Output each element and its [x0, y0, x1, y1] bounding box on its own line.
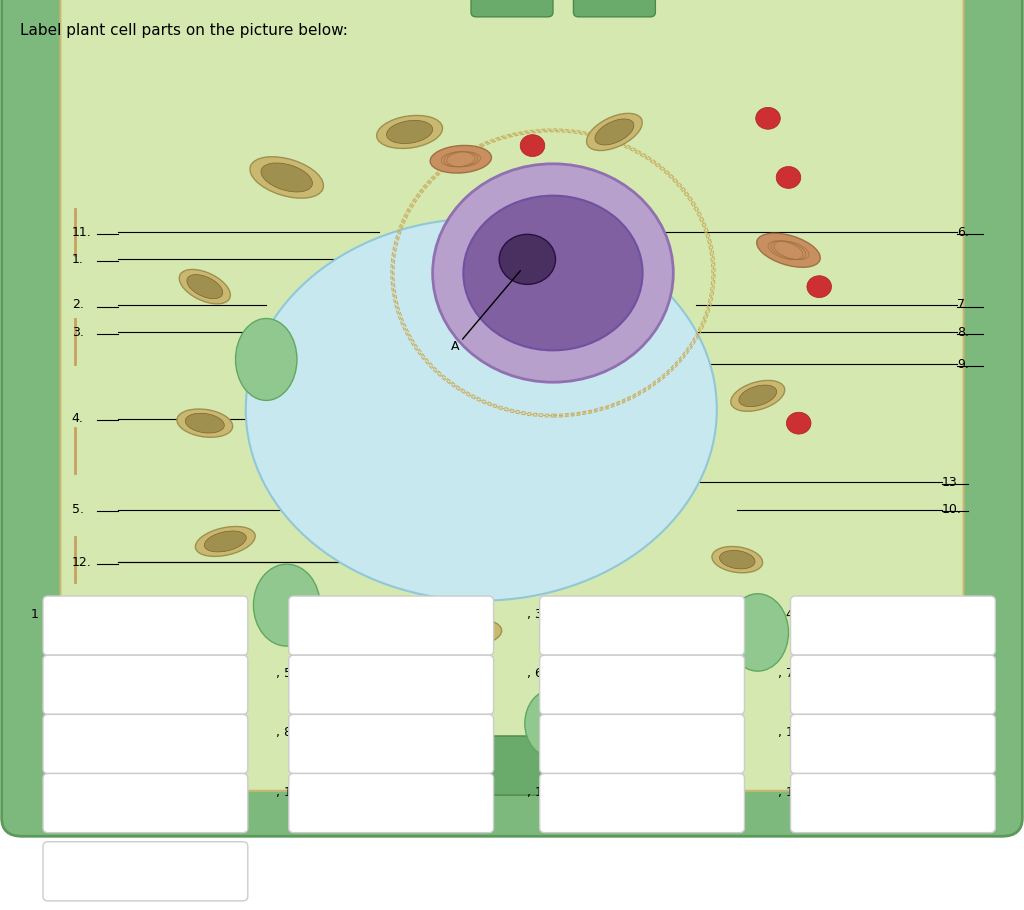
- FancyBboxPatch shape: [913, 0, 1016, 13]
- Text: 1.: 1.: [72, 253, 84, 266]
- Text: 12.: 12.: [72, 556, 91, 569]
- FancyBboxPatch shape: [289, 596, 494, 655]
- Text: , 6: , 6: [527, 667, 544, 681]
- Ellipse shape: [196, 527, 255, 556]
- FancyBboxPatch shape: [8, 0, 111, 13]
- FancyBboxPatch shape: [791, 714, 995, 774]
- Ellipse shape: [450, 622, 493, 642]
- FancyBboxPatch shape: [43, 842, 248, 901]
- FancyBboxPatch shape: [540, 596, 744, 655]
- Ellipse shape: [430, 146, 492, 173]
- FancyBboxPatch shape: [289, 714, 494, 774]
- Text: , 11: , 11: [276, 785, 300, 799]
- Ellipse shape: [205, 531, 246, 552]
- Ellipse shape: [246, 218, 717, 601]
- Ellipse shape: [739, 385, 776, 407]
- Ellipse shape: [727, 594, 788, 672]
- Ellipse shape: [712, 547, 763, 572]
- Text: 5.: 5.: [72, 503, 84, 516]
- FancyBboxPatch shape: [289, 655, 494, 714]
- Ellipse shape: [500, 235, 555, 284]
- Ellipse shape: [187, 275, 222, 298]
- FancyBboxPatch shape: [43, 774, 248, 833]
- Text: Label plant cell parts on the picture below:: Label plant cell parts on the picture be…: [20, 23, 348, 37]
- Text: , 3: , 3: [527, 608, 544, 622]
- Ellipse shape: [433, 164, 674, 382]
- Ellipse shape: [440, 619, 502, 646]
- Text: 8.: 8.: [957, 326, 970, 339]
- Circle shape: [776, 167, 801, 188]
- Text: , 13: , 13: [778, 785, 802, 799]
- FancyBboxPatch shape: [471, 0, 553, 17]
- FancyBboxPatch shape: [791, 596, 995, 655]
- Ellipse shape: [250, 157, 324, 198]
- Text: , 7: , 7: [778, 667, 795, 681]
- Text: 7.: 7.: [957, 298, 970, 311]
- Ellipse shape: [630, 654, 701, 683]
- Text: , 9: , 9: [527, 726, 544, 740]
- FancyBboxPatch shape: [8, 733, 111, 824]
- Text: 10.: 10.: [942, 503, 962, 516]
- FancyBboxPatch shape: [540, 774, 744, 833]
- FancyBboxPatch shape: [43, 655, 248, 714]
- FancyBboxPatch shape: [43, 596, 248, 655]
- Text: , 8: , 8: [276, 726, 293, 740]
- Text: 1: 1: [31, 608, 39, 622]
- FancyBboxPatch shape: [791, 774, 995, 833]
- Ellipse shape: [236, 318, 297, 400]
- Text: 6.: 6.: [957, 226, 970, 238]
- FancyBboxPatch shape: [471, 736, 553, 795]
- Ellipse shape: [720, 551, 755, 569]
- Ellipse shape: [525, 690, 582, 757]
- Ellipse shape: [595, 119, 634, 145]
- Text: 11.: 11.: [72, 226, 91, 238]
- FancyBboxPatch shape: [791, 655, 995, 714]
- FancyBboxPatch shape: [2, 0, 1022, 836]
- Circle shape: [807, 276, 831, 298]
- Text: 3.: 3.: [72, 326, 84, 339]
- FancyBboxPatch shape: [43, 714, 248, 774]
- Ellipse shape: [587, 114, 642, 150]
- FancyBboxPatch shape: [913, 733, 1016, 824]
- FancyBboxPatch shape: [289, 774, 494, 833]
- FancyBboxPatch shape: [573, 0, 655, 17]
- Ellipse shape: [177, 409, 232, 438]
- Ellipse shape: [254, 564, 319, 646]
- Ellipse shape: [463, 196, 643, 350]
- Text: , 4: , 4: [778, 608, 795, 622]
- Ellipse shape: [731, 380, 784, 411]
- FancyBboxPatch shape: [60, 0, 964, 791]
- Circle shape: [520, 135, 545, 157]
- Text: 9.: 9.: [957, 358, 970, 370]
- Text: , 2: , 2: [276, 608, 293, 622]
- Ellipse shape: [386, 120, 433, 144]
- Text: , 12: , 12: [527, 785, 551, 799]
- Text: 4.: 4.: [72, 412, 84, 425]
- Text: 2.: 2.: [72, 298, 84, 311]
- Ellipse shape: [377, 116, 442, 148]
- Ellipse shape: [757, 233, 820, 268]
- Ellipse shape: [261, 163, 312, 192]
- Ellipse shape: [179, 269, 230, 304]
- FancyBboxPatch shape: [540, 714, 744, 774]
- Ellipse shape: [185, 413, 224, 433]
- Ellipse shape: [566, 609, 622, 638]
- FancyBboxPatch shape: [540, 655, 744, 714]
- Text: , 5: , 5: [276, 667, 293, 681]
- Circle shape: [786, 412, 811, 434]
- Ellipse shape: [574, 613, 613, 633]
- Text: , 10: , 10: [778, 726, 802, 740]
- Circle shape: [756, 107, 780, 129]
- Ellipse shape: [295, 636, 360, 665]
- Text: A: A: [451, 340, 459, 353]
- Text: 13: 13: [942, 476, 957, 489]
